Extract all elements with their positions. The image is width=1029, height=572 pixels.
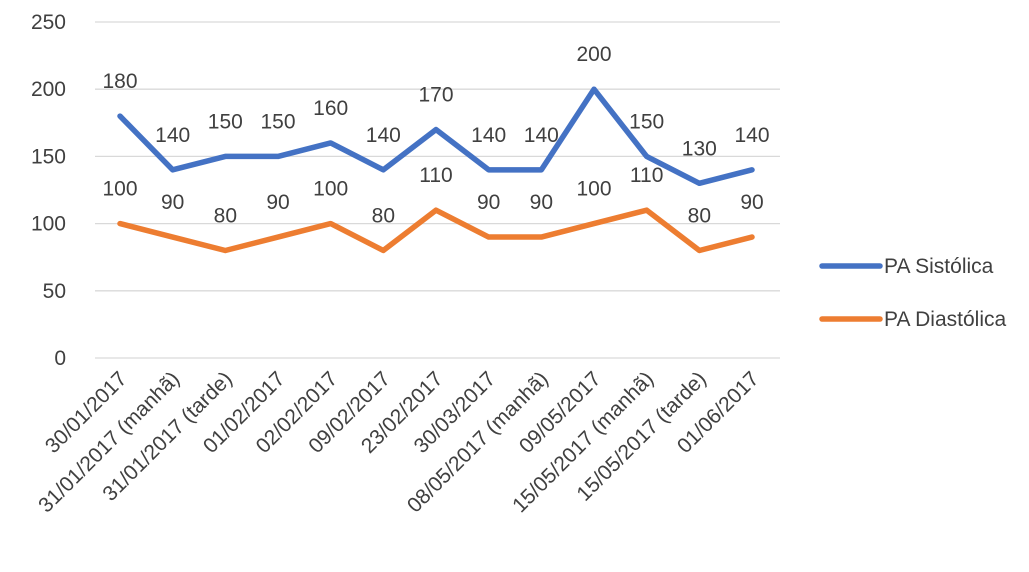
data-label: 80 — [372, 204, 395, 227]
series-line-pa-diastolica — [117, 207, 755, 254]
data-label: 150 — [629, 110, 664, 133]
data-label: 150 — [260, 110, 295, 133]
data-label: 90 — [161, 191, 184, 214]
y-tick-label: 100 — [31, 213, 66, 236]
data-label: 80 — [688, 204, 711, 227]
data-label: 200 — [576, 43, 611, 66]
series-lines — [117, 86, 755, 254]
legend-label: PA Diastólica — [884, 308, 1006, 331]
data-label: 140 — [366, 124, 401, 147]
data-label: 170 — [418, 84, 453, 107]
y-tick-label: 50 — [43, 280, 66, 303]
y-tick-label: 150 — [31, 145, 66, 168]
data-label: 130 — [682, 137, 717, 160]
data-labels: 180 140 150 150 160 140 170 140 140 200 150 130 140 1… — [102, 43, 769, 227]
y-tick-label: 0 — [54, 347, 66, 370]
data-label: 110 — [630, 164, 663, 187]
data-label: 140 — [155, 124, 190, 147]
data-label: 140 — [471, 124, 506, 147]
legend-label: PA Sistólica — [884, 255, 994, 278]
data-label: 110 — [419, 164, 452, 187]
y-axis-ticks: 0 50 100 150 200 250 — [31, 11, 66, 370]
data-label: 100 — [313, 178, 348, 201]
data-label: 90 — [530, 191, 553, 214]
data-label: 180 — [102, 70, 137, 93]
data-label: 100 — [576, 178, 611, 201]
data-label: 100 — [102, 178, 137, 201]
data-label: 90 — [740, 191, 763, 214]
data-label: 150 — [208, 110, 243, 133]
data-label: 140 — [524, 124, 559, 147]
data-label: 90 — [266, 191, 289, 214]
data-label: 90 — [477, 191, 500, 214]
data-label: 160 — [313, 97, 348, 120]
y-tick-label: 250 — [31, 11, 66, 34]
data-label: 80 — [214, 204, 237, 227]
y-tick-label: 200 — [31, 78, 66, 101]
gridlines — [95, 21, 780, 359]
series-line-pa-sistolica — [117, 86, 755, 187]
legend: PA Sistólica PA Diastólica — [819, 255, 1006, 331]
data-label: 140 — [734, 124, 769, 147]
